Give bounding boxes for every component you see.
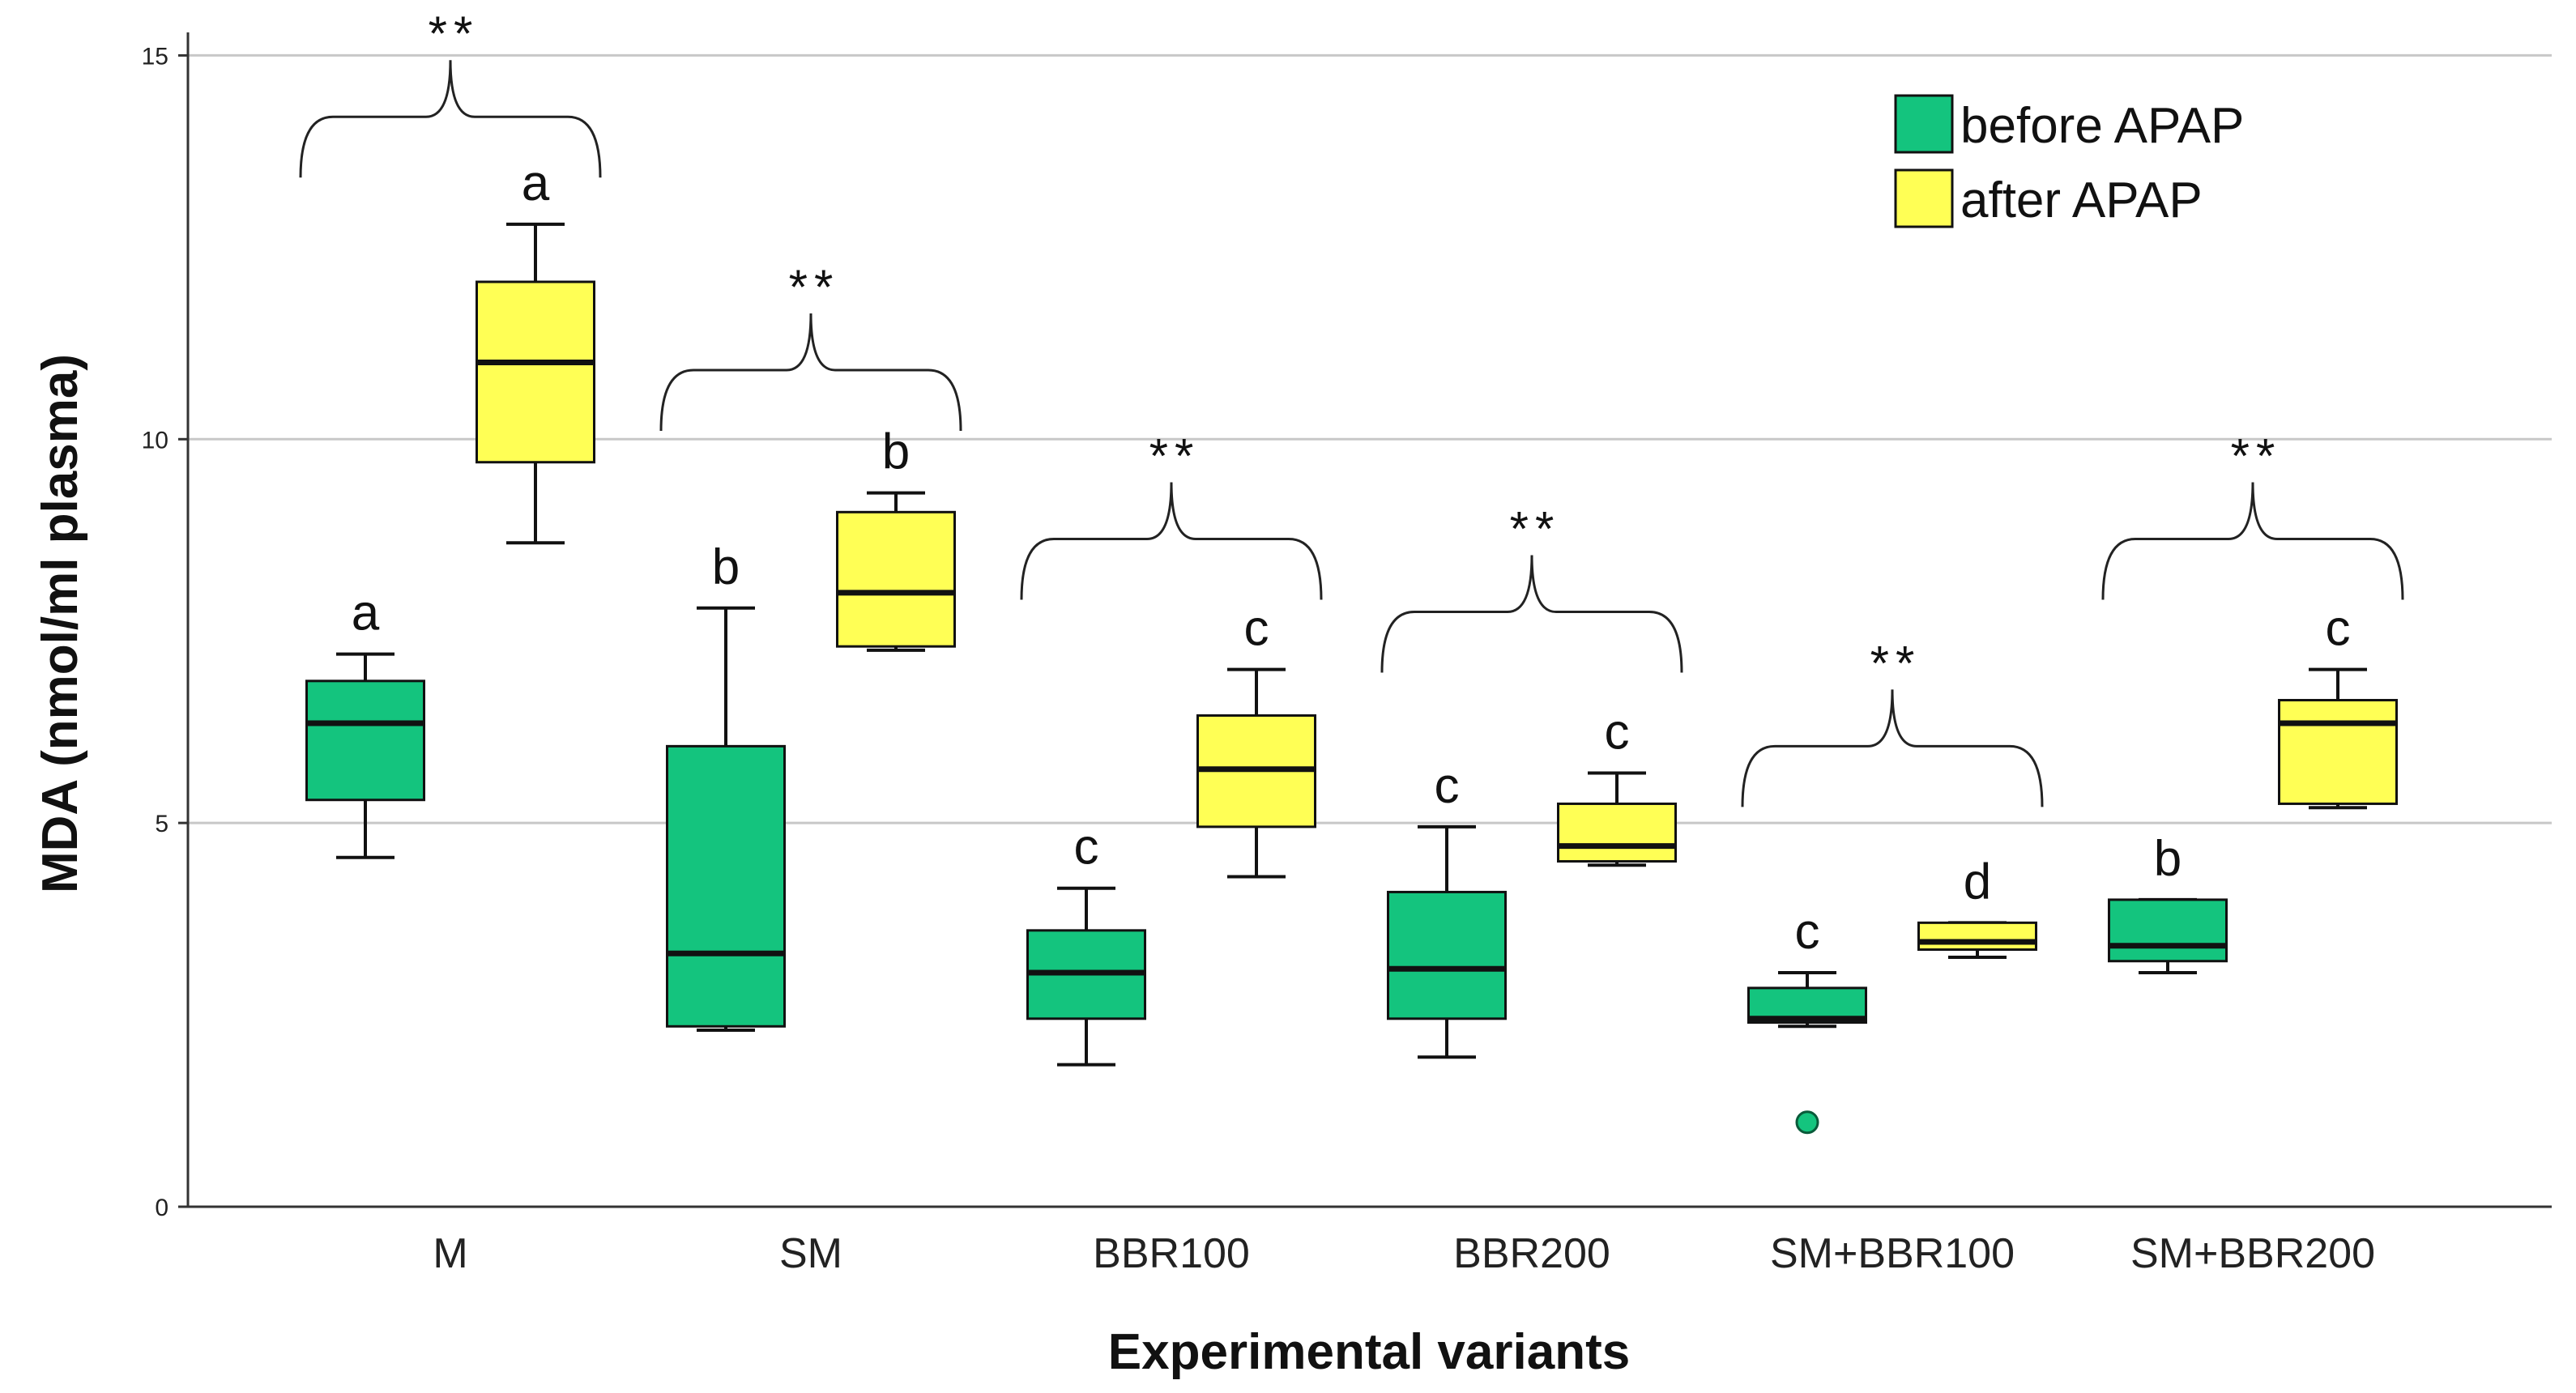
group-letter-label: b [882,424,910,480]
significance-label: ** [1870,636,1921,690]
significance-label: ** [789,260,840,314]
box-plots: a b c c c b a b c c d c [305,155,2398,1135]
bracket [1741,689,2044,807]
legend-swatch [1894,94,1954,154]
significance-brackets: ** ** ** ** ** ** [299,6,2404,807]
box-sm-bbr200-before: b [2108,831,2228,974]
box-m-before: a [305,586,425,859]
significance-bracket-sm: ** [659,260,962,431]
box-bbr100-before: c [1026,820,1146,1067]
significance-label: ** [2231,428,2282,483]
legend-item-after: after APAP [1894,168,2203,228]
significance-bracket-sm-bbr200: ** [2101,428,2404,600]
legend-swatch [1894,168,1954,228]
significance-bracket-m: ** [299,6,602,178]
group-letter-label: b [712,539,740,595]
x-tick-label-sm: SM [779,1230,842,1277]
box-sm-bbr200-after: c [2278,601,2398,810]
group-letter-label: c [2326,601,2351,657]
group-letter-label: d [1964,854,1991,909]
legend-item-before: before APAP [1894,94,2244,154]
x-tick-label-sm-bbr200: SM+BBR200 [2130,1230,2375,1277]
box-bbr200-after: c [1557,705,1677,867]
x-axis-title: Experimental variants [1108,1324,1630,1380]
significance-bracket-bbr100: ** [1020,428,1323,600]
significance-bracket-sm-bbr100: ** [1741,636,2044,807]
box [305,679,425,802]
box-bbr100-after: c [1196,601,1316,879]
bracket [299,60,602,178]
y-tick-label-10: 10 [142,427,168,454]
box-bbr200-before: c [1387,758,1507,1059]
group-letter-label: c [1244,601,1269,657]
legend-label: before APAP [1960,98,2244,154]
significance-label: ** [1510,502,1561,556]
group-letter-label: c [1074,820,1099,875]
significance-bracket-bbr200: ** [1380,502,1683,673]
x-tick-label-sm-bbr100: SM+BBR100 [1770,1230,2015,1277]
box [476,280,595,464]
x-tick-labels: M SM BBR100 BBR200 SM+BBR100 SM+BBR200 [433,1230,2375,1277]
legend: before APAP after APAP [1894,94,2244,228]
box [2278,699,2398,805]
group-letter-label: c [1605,705,1630,760]
group-letter-label: a [522,155,550,211]
y-axis-title: MDA (nmol/ml plasma) [32,354,88,893]
box-sm-before: b [666,539,786,1033]
outlier-point [1795,1110,1819,1135]
significance-label: ** [1149,428,1201,483]
box-m-after: a [476,155,595,545]
x-tick-label-bbr200: BBR200 [1453,1230,1610,1277]
box [666,744,786,1028]
box-sm-after: b [836,424,956,652]
box-sm-bbr100-before: c [1747,904,1867,1135]
bracket [1020,482,1323,600]
bracket [659,313,962,431]
axes [186,32,2552,1208]
significance-label: ** [429,6,480,61]
box [1917,921,2037,952]
x-tick-label-bbr100: BBR100 [1093,1230,1250,1277]
group-letter-label: a [352,586,380,641]
group-letter-label: c [1795,904,1820,960]
box [2108,898,2228,963]
y-tick-label-5: 5 [155,811,168,837]
bracket [2101,482,2404,600]
box-sm-bbr100-after: d [1917,854,2037,959]
box [1557,802,1677,863]
box [1387,890,1507,1020]
group-letter-label: b [2154,831,2181,887]
y-tick-label-15: 15 [142,43,168,70]
bracket [1380,555,1683,673]
y-ticks: 0 5 10 15 [142,43,188,1221]
box [836,510,956,648]
group-letter-label: c [1435,758,1460,814]
x-tick-label-m: M [433,1230,467,1277]
y-tick-label-0: 0 [155,1195,168,1221]
legend-label: after APAP [1960,173,2203,228]
